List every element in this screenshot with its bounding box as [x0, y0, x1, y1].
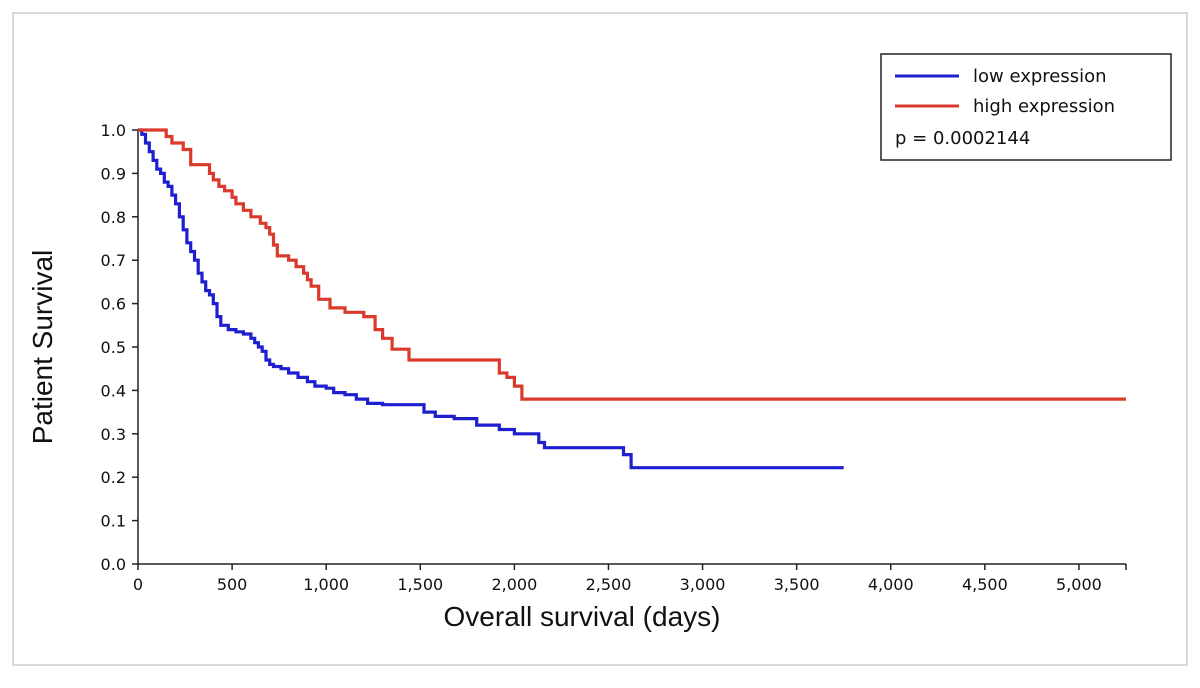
y-tick-label: 0.7	[101, 251, 126, 270]
chart-panel: 0.0 0.1 0.2 0.3 0.4 0.5 0.6 0.7 0.8 0.9 1.0 0 500 1,0…	[12, 12, 1188, 666]
y-tick-label: 0.1	[101, 512, 126, 531]
legend-label: low expression	[973, 66, 1107, 87]
series-line-high-expression	[138, 128, 1126, 401]
axes: 0.0 0.1 0.2 0.3 0.4 0.5 0.6 0.7 0.8 0.9 1.0 0 500 1,0…	[27, 121, 1127, 632]
y-tick-label: 0.5	[101, 338, 126, 357]
y-tick-label: 0.6	[101, 295, 126, 314]
p-value-annotation: p = 0.0002144	[895, 128, 1030, 149]
y-tick-label: 0.9	[101, 164, 126, 183]
x-tick-label: 5,000	[1056, 575, 1102, 594]
survival-chart: 0.0 0.1 0.2 0.3 0.4 0.5 0.6 0.7 0.8 0.9 1.0 0 500 1,0…	[27, 53, 1172, 632]
x-tick-label: 500	[217, 575, 248, 594]
y-tick-label: 0.2	[101, 468, 126, 487]
x-axis-title: Overall survival (days)	[444, 601, 721, 632]
x-tick-label: 4,500	[962, 575, 1008, 594]
x-tick-label: 1,000	[303, 575, 349, 594]
y-axis-title: Patient Survival	[27, 250, 58, 445]
legend-label: high expression	[973, 96, 1115, 117]
x-tick-label: 3,500	[774, 575, 820, 594]
x-tick-label: 1,500	[397, 575, 443, 594]
y-tick-label: 1.0	[101, 121, 126, 140]
y-tick-label: 0.3	[101, 425, 126, 444]
y-tick-label: 0.0	[101, 555, 126, 574]
x-tick-label: 4,000	[868, 575, 914, 594]
series-line-low-expression	[138, 128, 844, 470]
y-tick-label: 0.4	[101, 381, 126, 400]
x-tick-label: 2,000	[491, 575, 537, 594]
series-lines	[138, 128, 1126, 470]
legend: low expression high expression p = 0.00021…	[880, 53, 1172, 161]
x-tick-label: 0	[133, 575, 143, 594]
y-tick-label: 0.8	[101, 208, 126, 227]
x-tick-label: 3,000	[680, 575, 726, 594]
x-tick-label: 2,500	[586, 575, 632, 594]
